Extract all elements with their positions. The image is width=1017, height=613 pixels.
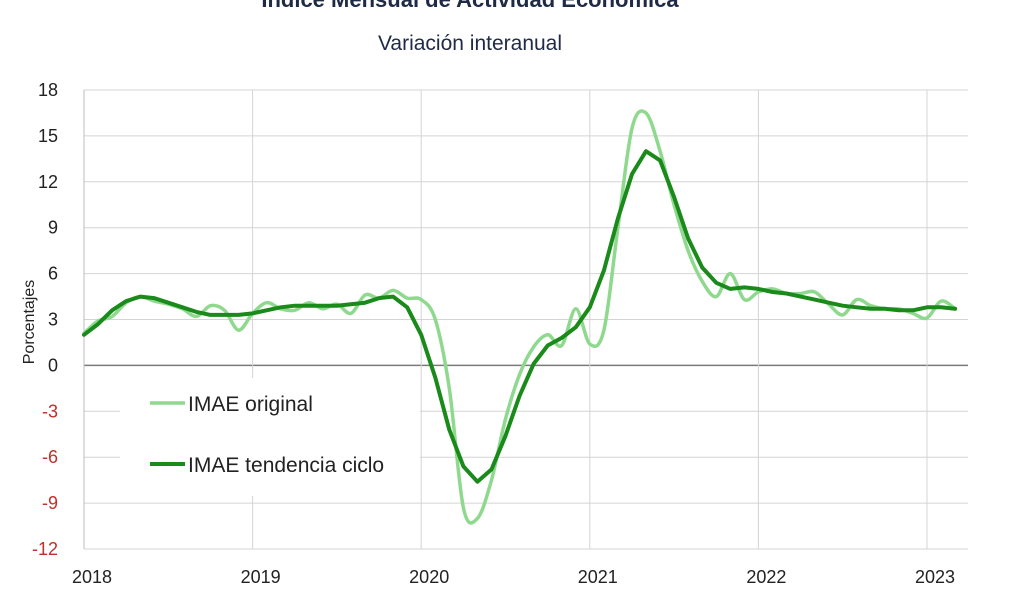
series-line-imae-tendencia-ciclo (82, 149, 958, 484)
y-tick-label: 12 (38, 172, 58, 192)
y-tick-label: 6 (48, 264, 58, 284)
y-tick-label: 9 (48, 218, 58, 238)
axis-layer: 18 15 12 9 6 3 0 -3 -6 -9 -12 2018 2019 2020 2021 2022 2… (32, 80, 955, 587)
y-axis-label: Porcentajes (21, 280, 38, 365)
legend-label-imae-original: IMAE original (188, 393, 313, 416)
x-tick-label: 2021 (578, 567, 618, 587)
chart-title: Índice Mensual de Actividad Económica (0, 0, 940, 13)
y-tick-label: 18 (38, 80, 58, 100)
y-tick-label: -6 (42, 447, 58, 467)
grid-layer (83, 89, 968, 550)
y-tick-label: -12 (32, 539, 58, 559)
legend-label-imae-tendencia-ciclo: IMAE tendencia ciclo (188, 454, 384, 477)
y-tick-label: 0 (48, 355, 58, 375)
legend-layer: IMAE original IMAE tendencia ciclo (120, 378, 420, 496)
y-tick-label: 15 (38, 126, 58, 146)
chart-subtitle: Variación interanual (377, 32, 563, 55)
y-tick-label: 3 (48, 310, 58, 330)
y-tick-label: -3 (42, 401, 58, 421)
legend-box (120, 378, 420, 496)
x-tick-label: 2020 (409, 567, 449, 587)
x-tick-label: 2022 (746, 567, 786, 587)
y-tick-label: -9 (42, 493, 58, 513)
x-tick-label: 2018 (72, 567, 112, 587)
x-tick-label: 2019 (241, 567, 281, 587)
series-line-imae-original (82, 109, 957, 525)
series-layer (82, 109, 958, 525)
x-tick-label: 2023 (915, 567, 955, 587)
